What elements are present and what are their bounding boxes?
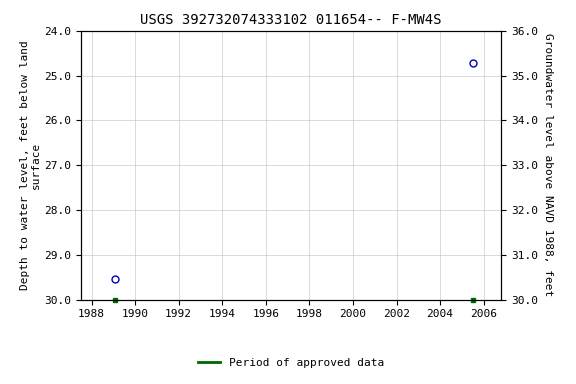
Title: USGS 392732074333102 011654-- F-MW4S: USGS 392732074333102 011654-- F-MW4S: [140, 13, 442, 27]
Y-axis label: Groundwater level above NAVD 1988, feet: Groundwater level above NAVD 1988, feet: [543, 33, 554, 297]
Y-axis label: Depth to water level, feet below land
surface: Depth to water level, feet below land su…: [20, 40, 41, 290]
Legend: Period of approved data: Period of approved data: [194, 353, 388, 372]
